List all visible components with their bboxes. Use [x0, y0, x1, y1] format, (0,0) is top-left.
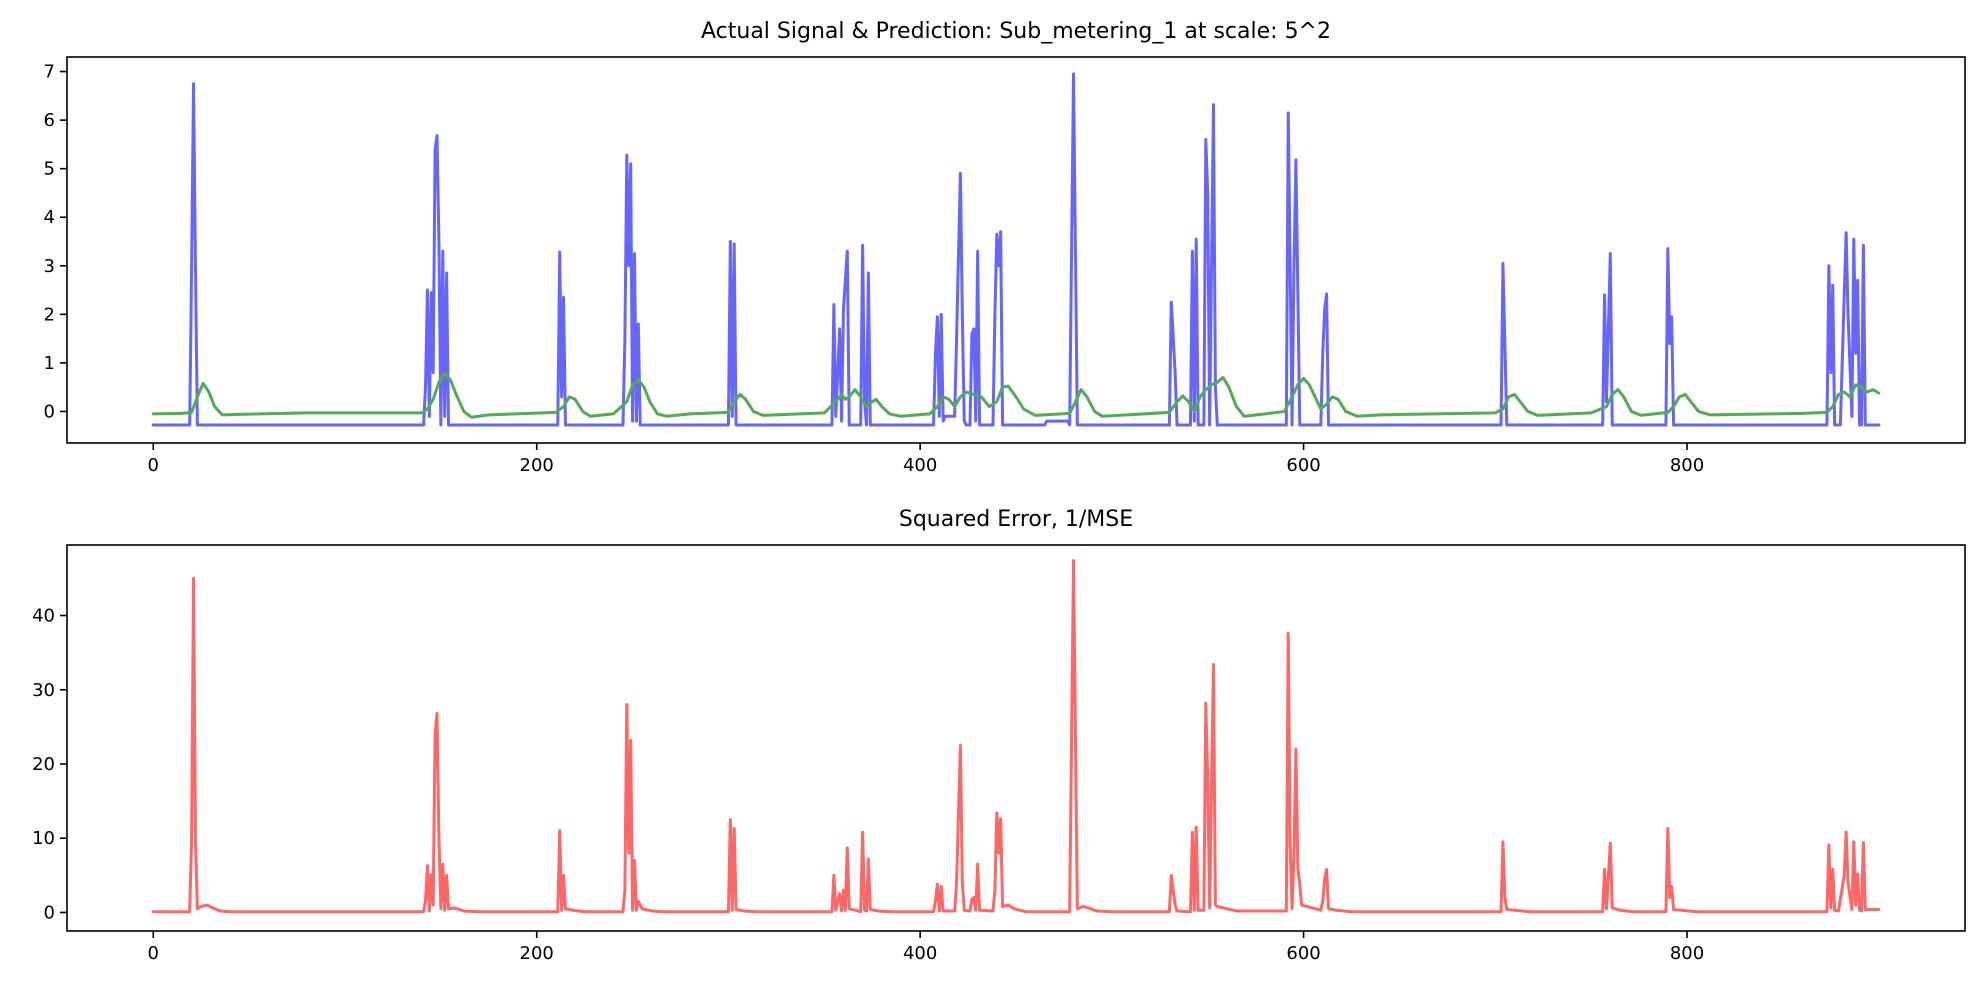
top-x-tick-label-800: 800: [1670, 455, 1704, 476]
top-y-tick-label-2: 2: [44, 304, 55, 325]
bottom-series-line-0: [151, 559, 1881, 914]
bottom-x-tick-label-800: 800: [1670, 943, 1704, 964]
top-chart-ticks-layer: 0 200 400 600 800 0 1 2 3 4 5 6 7: [44, 62, 1705, 476]
bottom-chart-axes-frame: [66, 544, 1966, 932]
bottom-chart: Squared Error, 1/MSE 0 200 400 600 800 0 10 20 3…: [32, 507, 1966, 964]
top-y-tick-label-4: 4: [44, 207, 55, 228]
bottom-y-tick-label-0: 0: [44, 902, 55, 923]
top-chart-axes-frame: [66, 56, 1966, 444]
bottom-x-tick-label-400: 400: [903, 943, 937, 964]
top-x-tick-label-400: 400: [903, 455, 937, 476]
top-x-tick-label-600: 600: [1286, 455, 1320, 476]
top-x-tick-label-0: 0: [148, 455, 159, 476]
top-series-line-1: [151, 372, 1881, 419]
bottom-y-tick-label-30: 30: [32, 680, 55, 701]
top-series-line-0: [151, 72, 1881, 427]
top-x-tick-label-200: 200: [520, 455, 554, 476]
bottom-x-tick-label-600: 600: [1286, 943, 1320, 964]
top-y-tick-label-0: 0: [44, 401, 55, 422]
bottom-y-tick-label-10: 10: [32, 828, 55, 849]
bottom-y-tick-label-40: 40: [32, 606, 55, 627]
top-y-tick-label-3: 3: [44, 256, 55, 277]
top-y-tick-label-7: 7: [44, 62, 55, 83]
top-chart: Actual Signal & Prediction: Sub_metering…: [44, 19, 1966, 476]
top-y-tick-label-1: 1: [44, 353, 55, 374]
bottom-y-tick-label-20: 20: [32, 754, 55, 775]
bottom-chart-ticks-layer: 0 200 400 600 800 0 10 20 30 40: [32, 606, 1704, 964]
top-chart-series-layer: [151, 72, 1881, 427]
bottom-x-tick-label-0: 0: [148, 943, 159, 964]
bottom-chart-title: Squared Error, 1/MSE: [899, 507, 1133, 532]
bottom-x-tick-label-200: 200: [520, 943, 554, 964]
top-y-tick-label-6: 6: [44, 110, 55, 131]
bottom-chart-series-layer: [151, 559, 1881, 914]
top-chart-title: Actual Signal & Prediction: Sub_metering…: [701, 19, 1331, 44]
top-y-tick-label-5: 5: [44, 159, 55, 180]
